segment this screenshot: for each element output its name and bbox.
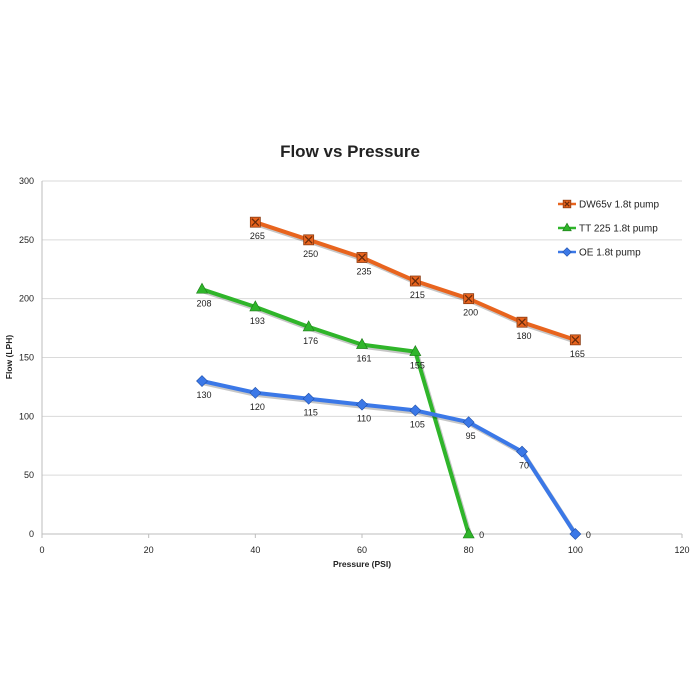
x-tick-label: 20 [144, 545, 154, 555]
x-tick-label: 0 [39, 545, 44, 555]
legend-item-2: OE 1.8t pump [558, 247, 641, 259]
x-tick-label: 40 [250, 545, 260, 555]
y-tick-label: 150 [19, 353, 34, 363]
data-label: 165 [570, 349, 585, 359]
marker-cross [571, 335, 580, 344]
y-tick-label: 300 [19, 176, 34, 186]
marker-cross [251, 218, 260, 227]
data-label: 105 [410, 419, 425, 429]
y-tick-labels: 0 50 100 150 200 250 300 [19, 176, 34, 539]
y-tick-label: 200 [19, 294, 34, 304]
data-label: 265 [250, 231, 265, 241]
x-tick-label: 60 [357, 545, 367, 555]
series-1: 208 193 176 161 155 0 [195, 282, 484, 540]
legend-item-1: TT 225 1.8t pump [558, 222, 658, 235]
data-label: 176 [303, 336, 318, 346]
data-label: 0 [479, 530, 484, 540]
diamond-marker [249, 386, 262, 399]
y-tick-label: 50 [24, 470, 34, 480]
triangle-marker [562, 222, 572, 232]
data-label: 115 [303, 408, 317, 418]
x-tick-label: 80 [464, 545, 474, 555]
data-label: 235 [356, 266, 371, 276]
data-label: 215 [410, 290, 425, 300]
triangle-marker [409, 344, 422, 356]
marker-cross [564, 201, 570, 207]
marker-cross [518, 318, 526, 327]
diamond-marker [562, 247, 572, 257]
triangle-marker [355, 337, 369, 349]
data-label: 110 [357, 414, 371, 424]
diamond-marker [356, 398, 368, 411]
chart-title: Flow vs Pressure [280, 142, 420, 161]
marker-cross [411, 277, 420, 285]
data-label: 130 [196, 390, 211, 400]
y-tick-label: 250 [19, 235, 34, 245]
data-label: 120 [250, 402, 265, 412]
legend-label: DW65v 1.8t pump [579, 200, 659, 211]
x-axis-label: Pressure (PSI) [333, 559, 391, 569]
diamond-marker [409, 404, 422, 417]
triangle-marker [195, 282, 209, 294]
series-group: 2652502352152001801652081931761611550130… [195, 216, 591, 540]
y-tick-label: 100 [19, 411, 34, 421]
data-label: 250 [303, 249, 318, 259]
data-label: 95 [466, 431, 476, 441]
triangle-marker [462, 527, 475, 539]
marker-cross [358, 253, 366, 262]
marker-cross [464, 294, 473, 303]
data-label: 200 [463, 308, 478, 318]
diamond-marker [462, 416, 475, 429]
data-label: 180 [516, 331, 531, 341]
x-tick-labels: 0 20 40 60 80 100 120 [39, 545, 689, 555]
legend: DW65v 1.8t pump TT 225 1.8t pump OE 1.8t p… [558, 200, 659, 259]
data-label: 193 [250, 316, 265, 326]
series-2: 130 120 115 110 105 95 70 0 [196, 375, 591, 540]
y-axis-label: Flow (LPH) [4, 335, 14, 380]
diamond-marker [196, 375, 208, 387]
triangle-marker [302, 320, 315, 332]
y-tick-label: 0 [29, 529, 34, 539]
data-label: 0 [586, 530, 591, 540]
x-tick-label: 100 [568, 545, 583, 555]
marker-cross [304, 235, 313, 244]
series-0: 265 250 235 215 200 180 165 [250, 216, 585, 359]
data-label: 208 [196, 298, 211, 308]
series-line [200, 287, 471, 536]
series-line [200, 379, 578, 536]
legend-label: TT 225 1.8t pump [579, 224, 658, 235]
x-tick-label: 120 [674, 545, 689, 555]
diamond-marker [302, 392, 315, 405]
diamond-marker [569, 528, 582, 540]
grid-lines [42, 180, 682, 476]
legend-item-0: DW65v 1.8t pump [558, 200, 659, 211]
data-label: 161 [356, 354, 371, 364]
diamond-marker [516, 445, 528, 458]
triangle-marker [249, 300, 262, 312]
legend-label: OE 1.8t pump [579, 248, 641, 259]
data-label: 155 [410, 361, 425, 371]
data-label: 70 [519, 461, 529, 471]
